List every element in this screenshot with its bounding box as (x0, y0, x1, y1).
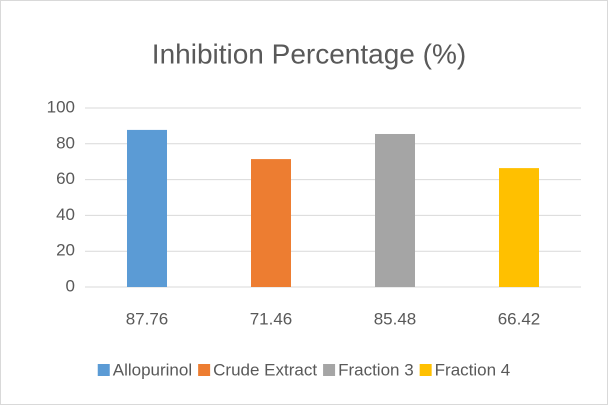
legend-label: Fraction 3 (338, 360, 414, 379)
y-tick-label: 40 (56, 205, 75, 224)
legend-label: Crude Extract (213, 360, 317, 379)
bar (375, 133, 415, 287)
legend-label: Fraction 4 (435, 360, 511, 379)
legend-swatch (419, 364, 432, 376)
y-tick-label: 100 (47, 97, 75, 116)
x-tick-label: 85.48 (374, 309, 417, 328)
legend-swatch (323, 364, 336, 376)
bar (251, 159, 291, 287)
legend-swatch (198, 364, 211, 376)
y-tick-label: 20 (56, 241, 75, 260)
x-tick-label: 87.76 (126, 309, 169, 328)
chart-title: Inhibition Percentage (%) (152, 38, 466, 69)
x-tick-label: 66.42 (498, 309, 541, 328)
bar (127, 129, 167, 287)
legend-swatch (97, 364, 110, 376)
legend-label: Allopurinol (113, 360, 192, 379)
y-tick-label: 0 (66, 276, 75, 295)
y-tick-label: 80 (56, 133, 75, 152)
bar (499, 168, 539, 287)
y-tick-label: 60 (56, 169, 75, 188)
x-tick-label: 71.46 (250, 309, 293, 328)
